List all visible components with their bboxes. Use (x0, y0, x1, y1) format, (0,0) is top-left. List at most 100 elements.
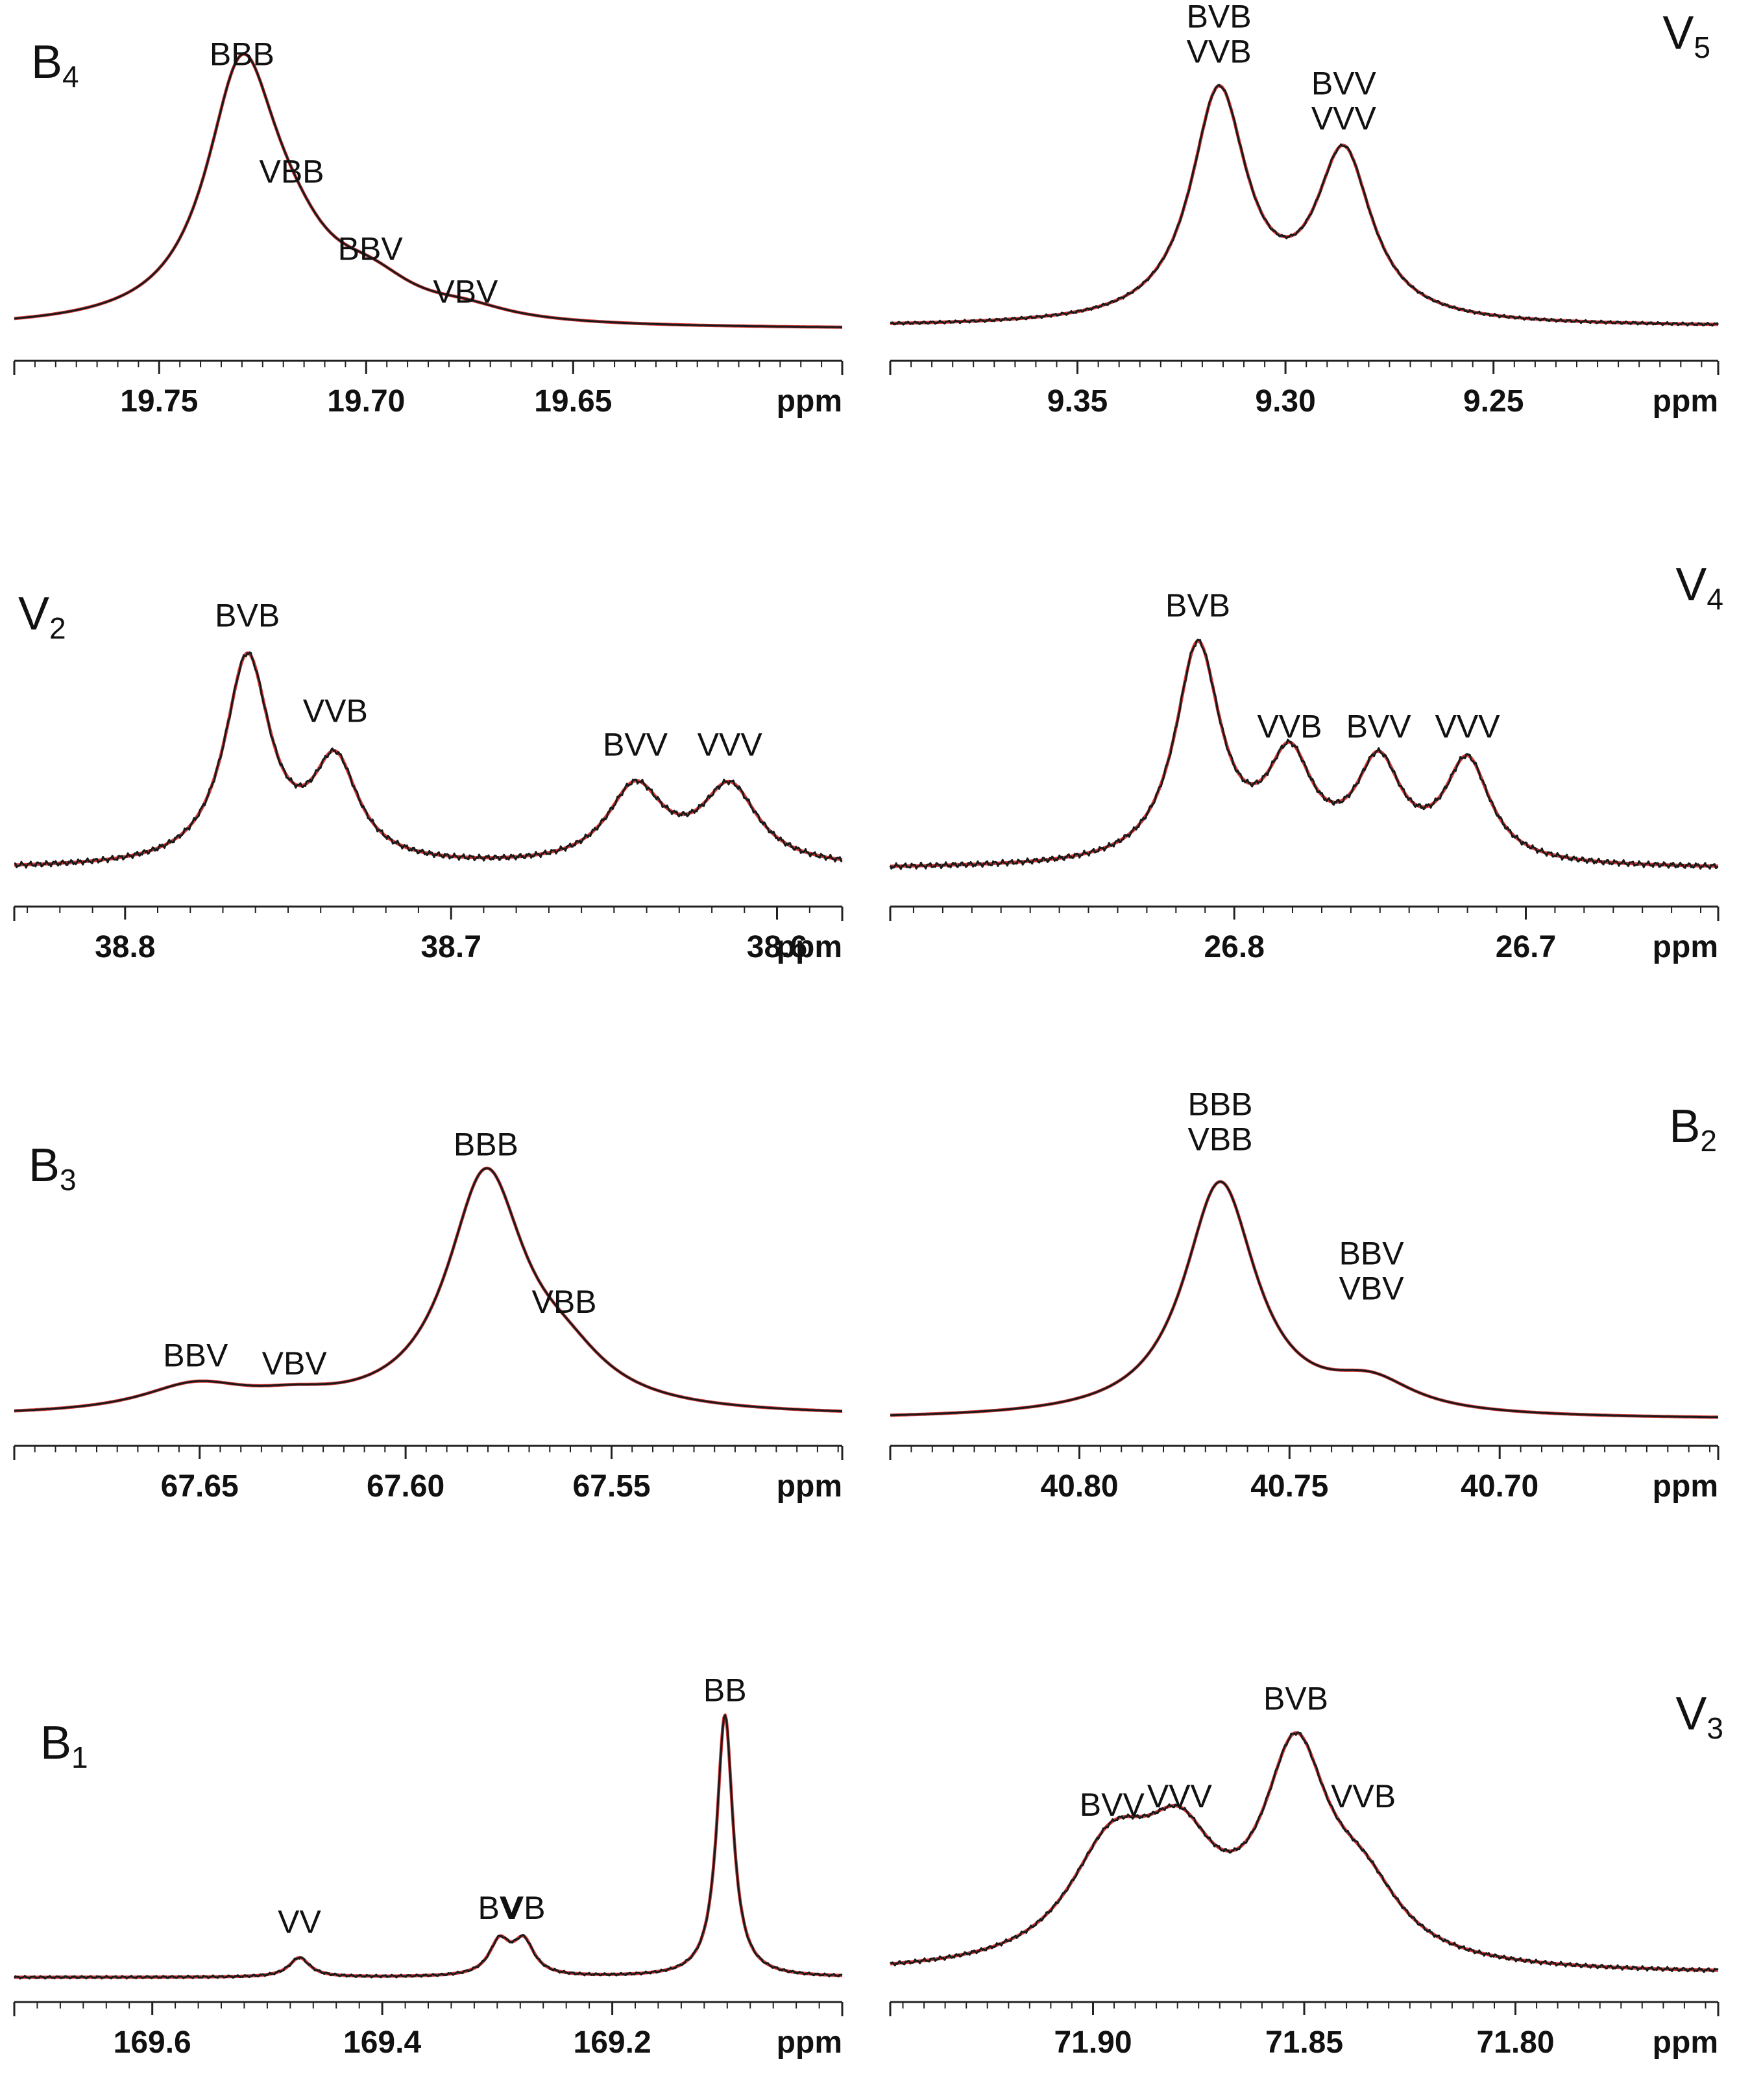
fit-curve (890, 1180, 1719, 1419)
peak-label: VVB (303, 693, 368, 729)
panel-label: B4 (31, 36, 79, 93)
spectrum-curve (889, 639, 1719, 870)
panel-label-subscript: 3 (60, 1163, 77, 1197)
panel-label: V2 (18, 588, 66, 645)
peak-label: VVV (1311, 100, 1377, 136)
panel-label-subscript: 2 (49, 611, 66, 645)
peak-label: BVV (1311, 65, 1377, 101)
panel-label-letter: V (18, 588, 49, 640)
tick-label: 19.65 (534, 384, 612, 419)
tick-label: 19.75 (120, 384, 198, 419)
peak-label: BVV (603, 726, 668, 763)
panel-label: V4 (1675, 559, 1723, 616)
tick-label: 26.7 (1496, 930, 1556, 964)
panel-label-subscript: 3 (1707, 1711, 1723, 1745)
peak-label: BVV (1346, 709, 1412, 745)
peak-label: VVV (1435, 709, 1501, 745)
tick-label: 9.25 (1463, 384, 1524, 419)
spectrum-curve (14, 53, 842, 328)
peak-label: BVB (215, 598, 280, 634)
panel-label-letter: V (1675, 1688, 1707, 1740)
peak-label: BVB (1187, 0, 1252, 34)
peak-label: VVV (698, 726, 763, 763)
peak-label: VBB (531, 1284, 596, 1320)
panel-label: V5 (1662, 7, 1710, 64)
tick-label: 169.2 (574, 2025, 651, 2060)
x-axis-unit-label: ppm (1653, 384, 1718, 419)
peak-label: VVB (1187, 33, 1252, 69)
tick-label: 71.90 (1054, 2025, 1132, 2060)
tick-label: 38.7 (420, 930, 481, 964)
spectrum-curve (889, 1731, 1719, 1973)
tick-label: 19.70 (327, 384, 405, 419)
panel-label-letter: B (40, 1717, 71, 1769)
peak-label: BBB (454, 1127, 518, 1163)
panel-label-letter: B (1669, 1101, 1700, 1153)
tick-label: 40.80 (1040, 1469, 1118, 1504)
panel-label-letter: B (29, 1140, 60, 1191)
tick-label: 40.70 (1461, 1469, 1538, 1504)
peak-label: BBB (1187, 1086, 1252, 1122)
spectrum-curve (14, 651, 843, 869)
panel-label-subscript: 4 (1707, 582, 1723, 616)
tick-label: 169.4 (343, 2025, 421, 2060)
panel-label-subscript: 2 (1700, 1124, 1717, 1158)
panel-label: B3 (29, 1140, 77, 1197)
peak-label: VBV (433, 274, 498, 310)
tick-label: 169.6 (114, 2025, 191, 2060)
panel-label-subscript: 4 (62, 60, 79, 93)
x-axis-unit-label: ppm (1653, 2025, 1718, 2060)
peak-label: BVB (1263, 1680, 1328, 1716)
peak-label: VVB (1257, 709, 1322, 745)
tick-label: 38.8 (95, 930, 155, 964)
fit-curve (890, 639, 1719, 868)
tick-label: 67.55 (572, 1469, 650, 1504)
spectrum-curve (14, 1167, 842, 1413)
peak-label: BVB (1165, 587, 1230, 624)
peak-label: BBB (210, 36, 274, 73)
spectrum-curve (13, 1714, 843, 1980)
peak-label: BV (478, 1890, 522, 1926)
x-axis-unit-label: ppm (1653, 1469, 1718, 1504)
panel-label-letter: V (1675, 559, 1707, 611)
fit-curve (890, 1731, 1719, 1972)
peak-label: BBV (338, 231, 404, 267)
panel-label-letter: V (1662, 7, 1694, 59)
x-axis-unit-label: ppm (777, 930, 842, 964)
tick-label: 67.60 (367, 1469, 444, 1504)
tick-label: 67.65 (161, 1469, 239, 1504)
x-axis-unit-label: ppm (777, 2025, 842, 2060)
peak-label: VBB (259, 154, 324, 190)
tick-label: 71.80 (1476, 2025, 1554, 2060)
peak-label: BVV (1080, 1787, 1145, 1823)
spectrum-panel-5: 67.65 67.60 67.55 ppm BBB VBB BBV VBV B3 (13, 1127, 844, 1504)
fit-curve (14, 1713, 843, 1979)
spectrum-curve (890, 84, 1720, 327)
peak-label: BB (703, 1672, 747, 1709)
panel-label: B2 (1669, 1101, 1717, 1158)
panel-label-subscript: 1 (71, 1740, 88, 1774)
x-axis-unit-label: ppm (1653, 930, 1718, 964)
tick-label: 9.30 (1255, 384, 1315, 419)
peak-label: VBB (1187, 1121, 1252, 1157)
panel-label: B1 (40, 1717, 88, 1774)
peak-label: VB (502, 1890, 546, 1926)
tick-label: 71.85 (1265, 2025, 1343, 2060)
tick-label: 26.8 (1204, 930, 1264, 964)
peak-label: BBV (163, 1337, 228, 1373)
peak-label: VVV (1147, 1778, 1213, 1814)
tick-label: 9.35 (1047, 384, 1108, 419)
panel-label-subscript: 5 (1694, 31, 1710, 64)
x-axis-unit-label: ppm (777, 384, 842, 419)
x-axis-unit-label: ppm (777, 1469, 842, 1504)
panel-label-letter: B (31, 36, 62, 88)
peak-label: BBV (1339, 1236, 1405, 1272)
peak-label: VV (278, 1903, 321, 1940)
tick-label: 40.75 (1250, 1469, 1328, 1504)
peak-label: VBV (1339, 1271, 1405, 1307)
